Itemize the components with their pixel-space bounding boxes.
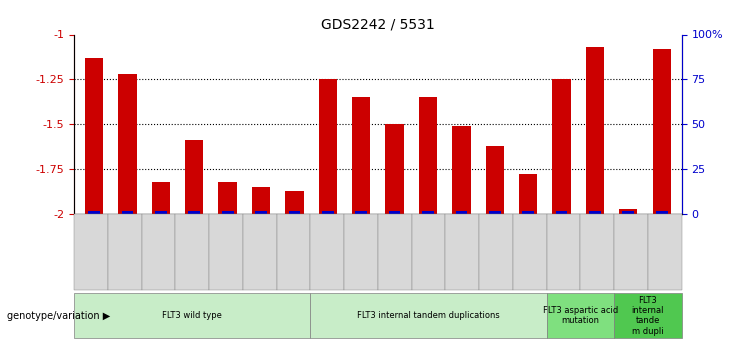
Bar bbox=[188, 211, 200, 214]
Text: FLT3 internal tandem duplications: FLT3 internal tandem duplications bbox=[357, 311, 500, 320]
Bar bbox=[319, 79, 337, 214]
Bar bbox=[252, 187, 270, 214]
Bar bbox=[352, 97, 370, 214]
Bar bbox=[619, 208, 637, 214]
Bar bbox=[589, 211, 601, 214]
Bar bbox=[152, 181, 170, 214]
Bar bbox=[185, 140, 204, 214]
Bar bbox=[255, 211, 267, 214]
Bar bbox=[556, 211, 568, 214]
Bar bbox=[452, 126, 471, 214]
Title: GDS2242 / 5531: GDS2242 / 5531 bbox=[321, 18, 435, 32]
Text: genotype/variation ▶: genotype/variation ▶ bbox=[7, 311, 110, 321]
Bar bbox=[122, 211, 133, 214]
Bar bbox=[653, 49, 671, 214]
Bar bbox=[389, 211, 400, 214]
Bar bbox=[285, 190, 304, 214]
Bar bbox=[419, 97, 437, 214]
Bar bbox=[585, 47, 604, 214]
Bar bbox=[489, 211, 501, 214]
Bar bbox=[456, 211, 468, 214]
Bar bbox=[422, 211, 433, 214]
Bar bbox=[322, 211, 333, 214]
Bar bbox=[656, 211, 668, 214]
Bar bbox=[552, 79, 571, 214]
Bar bbox=[385, 124, 404, 214]
Bar bbox=[222, 211, 233, 214]
Text: FLT3 aspartic acid
mutation: FLT3 aspartic acid mutation bbox=[543, 306, 618, 325]
Bar bbox=[288, 211, 300, 214]
Bar bbox=[622, 211, 634, 214]
Bar bbox=[519, 175, 537, 214]
Bar bbox=[356, 211, 367, 214]
Bar bbox=[485, 146, 504, 214]
Bar bbox=[155, 211, 167, 214]
Bar bbox=[85, 58, 103, 214]
Bar bbox=[119, 74, 136, 214]
Bar bbox=[88, 211, 100, 214]
Text: FLT3
internal
tande
m dupli: FLT3 internal tande m dupli bbox=[632, 296, 664, 336]
Bar bbox=[522, 211, 534, 214]
Bar bbox=[219, 181, 237, 214]
Text: FLT3 wild type: FLT3 wild type bbox=[162, 311, 222, 320]
